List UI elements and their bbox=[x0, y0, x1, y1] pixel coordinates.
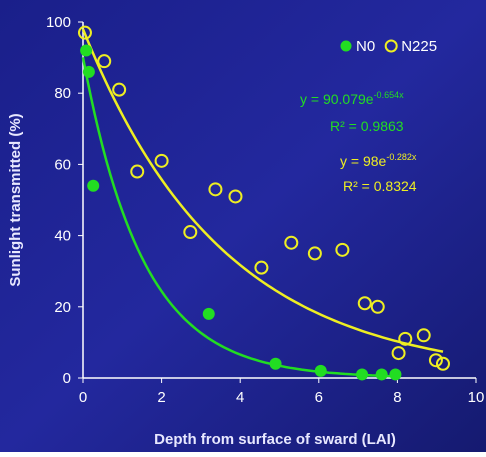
trendline bbox=[81, 57, 396, 378]
x-tick-label: 6 bbox=[315, 389, 323, 406]
data-point bbox=[428, 353, 443, 368]
data-point bbox=[130, 164, 145, 179]
data-point bbox=[82, 65, 95, 78]
data-point bbox=[370, 299, 385, 314]
data-point bbox=[391, 346, 406, 361]
x-tick-label: 2 bbox=[157, 389, 165, 406]
data-point bbox=[208, 182, 223, 197]
x-tick-label: 10 bbox=[468, 389, 485, 406]
data-point bbox=[357, 296, 372, 311]
equation-base: y = 90.079e bbox=[300, 91, 374, 107]
y-tick-label: 40 bbox=[54, 228, 71, 245]
y-axis-title: Sunlight transmitted (%) bbox=[7, 113, 24, 286]
legend-marker bbox=[340, 40, 352, 52]
data-point bbox=[87, 179, 100, 192]
data-point bbox=[183, 225, 198, 240]
data-point bbox=[80, 44, 93, 57]
trendline-equation: y = 98e-0.282x bbox=[340, 152, 417, 169]
equation-exponent: -0.654x bbox=[374, 90, 405, 100]
legend-label: N225 bbox=[401, 38, 437, 55]
x-tick-label: 0 bbox=[79, 389, 87, 406]
data-point bbox=[416, 328, 431, 343]
x-tick-label: 4 bbox=[236, 389, 244, 406]
data-point bbox=[435, 356, 450, 371]
data-point bbox=[375, 368, 388, 381]
data-point bbox=[284, 235, 299, 250]
y-tick-label: 0 bbox=[63, 370, 71, 387]
data-point bbox=[228, 189, 243, 204]
data-point bbox=[314, 364, 327, 377]
trendline-r2: R² = 0.9863 bbox=[330, 118, 404, 134]
equation-exponent: -0.282x bbox=[386, 152, 417, 162]
y-tick-label: 80 bbox=[54, 85, 71, 102]
data-point bbox=[335, 242, 350, 257]
data-point bbox=[77, 25, 92, 40]
data-point bbox=[112, 82, 127, 97]
equation-base: y = 98e bbox=[340, 153, 387, 169]
y-tick-label: 100 bbox=[46, 14, 71, 31]
legend-label: N0 bbox=[356, 38, 375, 55]
trendline-r2: R² = 0.8324 bbox=[343, 178, 417, 194]
x-axis-title: Depth from surface of sward (LAI) bbox=[154, 431, 396, 448]
y-tick-label: 20 bbox=[54, 299, 71, 316]
data-point bbox=[269, 357, 282, 370]
data-point bbox=[97, 54, 112, 69]
x-tick-label: 8 bbox=[393, 389, 401, 406]
y-tick-label: 60 bbox=[54, 156, 71, 173]
trendline-equation: y = 90.079e-0.654x bbox=[300, 90, 404, 107]
data-point bbox=[398, 331, 413, 346]
data-point bbox=[154, 153, 169, 168]
legend-marker bbox=[384, 39, 398, 53]
data-point bbox=[202, 307, 215, 320]
trendline bbox=[81, 28, 444, 353]
data-point bbox=[389, 368, 402, 381]
data-point bbox=[307, 246, 322, 261]
data-point bbox=[254, 260, 269, 275]
data-point bbox=[356, 368, 369, 381]
